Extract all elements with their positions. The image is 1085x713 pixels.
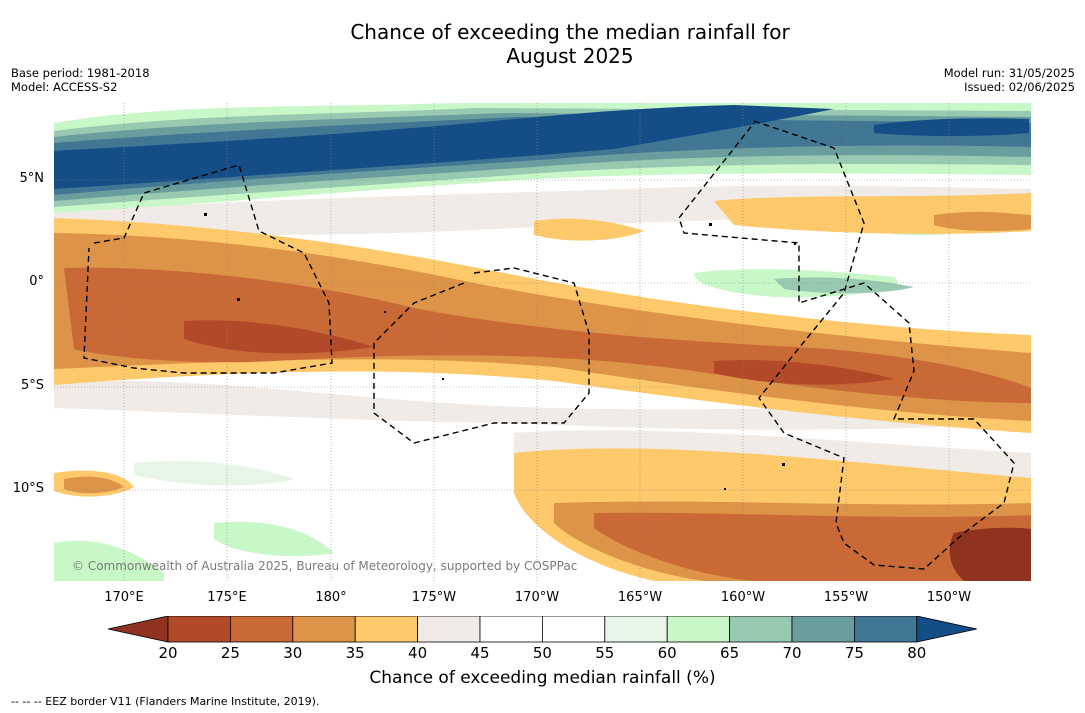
colorbar-segment	[541, 616, 606, 643]
colorbar-tick-label: 60	[657, 644, 677, 662]
lon-label-160w: 160°W	[720, 590, 766, 605]
colorbar-tick-label: 35	[345, 644, 365, 662]
colorbar-segment	[230, 616, 294, 643]
eez-footnote: -- -- -- EEZ border V11 (Flanders Marine…	[11, 695, 320, 708]
base-period: Base period: 1981-2018	[11, 66, 150, 80]
colorbar-tick-label: 45	[470, 644, 490, 662]
colorbar-tick-label: 25	[220, 644, 240, 662]
lon-label-155w: 155°W	[823, 590, 869, 605]
meta-right: Model run: 31/05/2025 Issued: 02/06/2025	[944, 66, 1075, 94]
lat-label-0: 0°	[29, 274, 44, 289]
model-name: Model: ACCESS-S2	[11, 80, 118, 94]
lat-label-5n: 5°N	[19, 171, 45, 186]
colorbar-tick-label: 55	[595, 644, 615, 662]
colorbar-segment	[292, 616, 356, 643]
colorbar-tick-label: 40	[408, 644, 428, 662]
colorbar-tick-label: 80	[907, 644, 927, 662]
meta-left: Base period: 1981-2018 Model: ACCESS-S2	[11, 66, 150, 94]
lon-label-175e: 175°E	[207, 590, 247, 605]
colorbar-segment	[167, 616, 231, 643]
colorbar-tick-label: 75	[844, 644, 864, 662]
lon-label-165w: 165°W	[617, 590, 663, 605]
colorbar	[108, 616, 977, 643]
colorbar-segment	[354, 616, 418, 643]
colorbar-tick-label: 65	[720, 644, 740, 662]
lat-label-10s: 10°S	[12, 481, 44, 496]
colorbar-segment	[604, 616, 668, 643]
colorbar-tick-label: 50	[532, 644, 552, 662]
lon-label-170e: 170°E	[104, 590, 144, 605]
lon-label-180: 180°	[315, 590, 347, 605]
rainfall-map-svg	[54, 103, 1031, 581]
colorbar-segment	[729, 616, 793, 643]
colorbar-segment	[666, 616, 731, 643]
model-run: Model run: 31/05/2025	[943, 66, 1075, 80]
colorbar-segment	[479, 616, 543, 643]
map-title-line2: August 2025	[506, 44, 634, 68]
colorbar-tick-label: 70	[782, 644, 802, 662]
colorbar-extend-high	[916, 616, 977, 643]
colorbar-title: Chance of exceeding median rainfall (%)	[369, 668, 716, 688]
lat-label-5s: 5°S	[20, 378, 44, 393]
map-title: Chance of exceeding the median rainfall …	[0, 20, 1085, 68]
lon-label-175w: 175°W	[411, 590, 457, 605]
colorbar-segment	[854, 616, 918, 643]
colorbar-tick-label: 30	[283, 644, 303, 662]
lon-label-170w: 170°W	[514, 590, 560, 605]
rainfall-map	[54, 103, 1031, 581]
colorbar-tick-label: 20	[158, 644, 178, 662]
map-title-line1: Chance of exceeding the median rainfall …	[350, 20, 790, 44]
copyright-notice: © Commonwealth of Australia 2025, Bureau…	[72, 559, 578, 573]
lon-label-150w: 150°W	[926, 590, 972, 605]
colorbar-segment	[791, 616, 855, 643]
colorbar-segment	[417, 616, 481, 643]
colorbar-extend-low	[108, 616, 169, 643]
issued-date: Issued: 02/06/2025	[964, 80, 1075, 94]
